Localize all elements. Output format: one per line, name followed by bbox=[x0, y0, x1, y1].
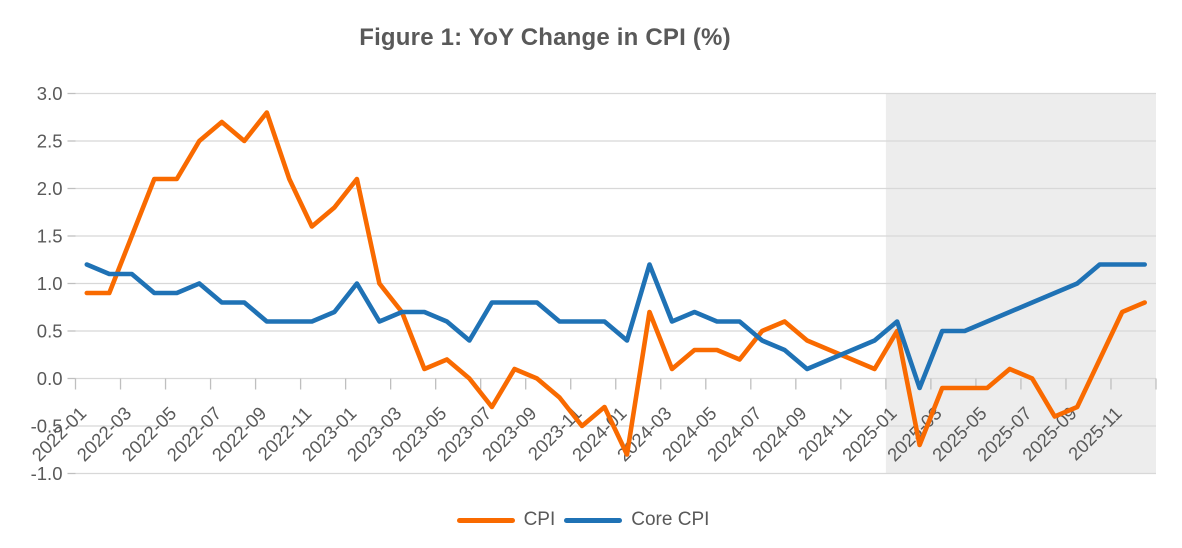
series-line-cpi bbox=[84, 110, 1147, 457]
y-tick-label: 2.0 bbox=[37, 178, 63, 199]
y-tick-label: 1.5 bbox=[37, 226, 63, 247]
y-tick-label: -0.5 bbox=[31, 416, 63, 437]
y-tick-label: 3.0 bbox=[37, 83, 63, 104]
chart-title: Figure 1: YoY Change in CPI (%) bbox=[359, 24, 731, 51]
y-tick-label: 1.0 bbox=[37, 273, 63, 294]
y-tick-label: 0.5 bbox=[37, 321, 63, 342]
y-axis-labels: 3.0 2.5 2.0 1.5 1.0 0.5 0.0 -0.5 -1.0 bbox=[31, 83, 63, 484]
series-line-core-cpi bbox=[84, 262, 1147, 391]
y-tick-label: 0.0 bbox=[37, 368, 63, 389]
y-tick-label: 2.5 bbox=[37, 131, 63, 152]
y-tick-label: -1.0 bbox=[31, 463, 63, 484]
core-cpi-line-swatch-icon bbox=[564, 517, 623, 523]
legend-label-cpi: CPI bbox=[523, 509, 556, 530]
legend-item-cpi: CPI bbox=[456, 508, 556, 532]
legend-item-core-cpi: Core CPI bbox=[564, 508, 709, 532]
chart-legend: CPI Core CPI bbox=[0, 508, 1166, 532]
legend-label-core-cpi: Core CPI bbox=[631, 509, 710, 530]
cpi-line-swatch-icon bbox=[456, 517, 515, 523]
